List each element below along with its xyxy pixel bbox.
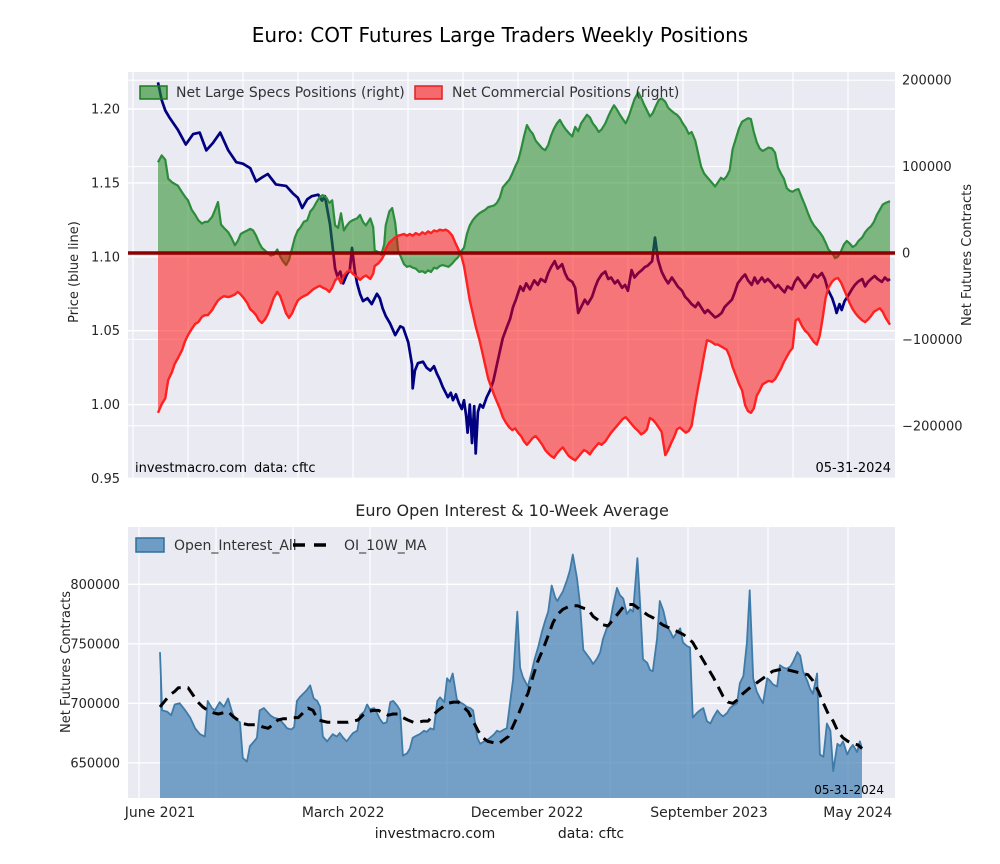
bottom-legend: Open_Interest_All OI_10W_MA (135, 537, 427, 554)
open-interest-outline (159, 553, 863, 772)
bottom-tick-labels: 800000 750000 700000 650000 June 2021 March 2… (70, 578, 892, 821)
x-tick-label: March 2022 (302, 805, 385, 821)
x-tick-label: June 2021 (124, 805, 196, 821)
oi-legend-swatch (135, 537, 165, 553)
bottom-left-axis-title: Net Futures Contracts (59, 591, 74, 733)
specs-area (158, 92, 890, 273)
y-left-tick-label: 800000 (70, 578, 120, 593)
page-title: Euro: COT Futures Large Traders Weekly P… (252, 23, 748, 47)
bottom-chart-title: Euro Open Interest & 10-Week Average (355, 501, 669, 520)
ma-legend-label: OI_10W_MA (344, 538, 427, 554)
y-right-tick-label: −200000 (902, 419, 963, 434)
y-right-tick-label: 100000 (902, 160, 952, 175)
bottom-date-annotation: 05-31-2024 (814, 783, 884, 797)
x-tick-label: May 2024 (823, 805, 892, 821)
y-left-tick-label: 0.95 (91, 472, 120, 487)
open-interest-area (160, 554, 862, 798)
specs-legend-swatch (139, 85, 168, 100)
y-right-tick-label: 0 (902, 247, 910, 262)
y-left-tick-label: 650000 (70, 756, 120, 771)
bottom-series (158, 553, 863, 798)
x-tick-label: December 2022 (471, 805, 584, 821)
y-left-tick-label: 1.20 (91, 103, 120, 118)
footer-source: data: cftc (558, 826, 624, 842)
y-right-tick-label: 200000 (902, 74, 952, 89)
footer-site: investmacro.com (375, 826, 495, 842)
top-legend: Net Large Specs Positions (right) Net Co… (139, 85, 679, 101)
y-left-tick-label: 1.05 (91, 324, 120, 339)
y-left-tick-label: 1.10 (91, 250, 120, 265)
top-date-annotation: 05-31-2024 (815, 461, 891, 476)
y-right-tick-label: −100000 (902, 333, 963, 348)
top-source-annotation: data: cftc (254, 461, 316, 476)
x-tick-label: September 2023 (650, 805, 767, 821)
ma-line (158, 603, 863, 750)
y-left-tick-label: 700000 (70, 697, 120, 712)
top-tick-labels: 1.20 1.15 1.10 1.05 1.00 0.95 200000 100000 0 −10… (91, 74, 962, 487)
y-left-tick-label: 750000 (70, 637, 120, 652)
specs-legend-label: Net Large Specs Positions (right) (176, 85, 405, 101)
y-left-tick-label: 1.00 (91, 398, 120, 413)
y-left-tick-label: 1.15 (91, 176, 120, 191)
commercial-outline (156, 228, 892, 462)
top-site-annotation: investmacro.com (135, 461, 247, 476)
commercial-legend-swatch (414, 85, 443, 100)
top-right-axis-title: Net Futures Contracts (960, 184, 975, 326)
top-series (128, 82, 895, 462)
commercial-legend-label: Net Commercial Positions (right) (452, 85, 679, 101)
top-annotations: investmacro.com data: cftc 05-31-2024 (135, 461, 891, 476)
oi-legend-label: Open_Interest_All (174, 538, 297, 554)
top-left-axis-title: Price (blue line) (67, 221, 82, 323)
commercial-area (158, 229, 890, 461)
